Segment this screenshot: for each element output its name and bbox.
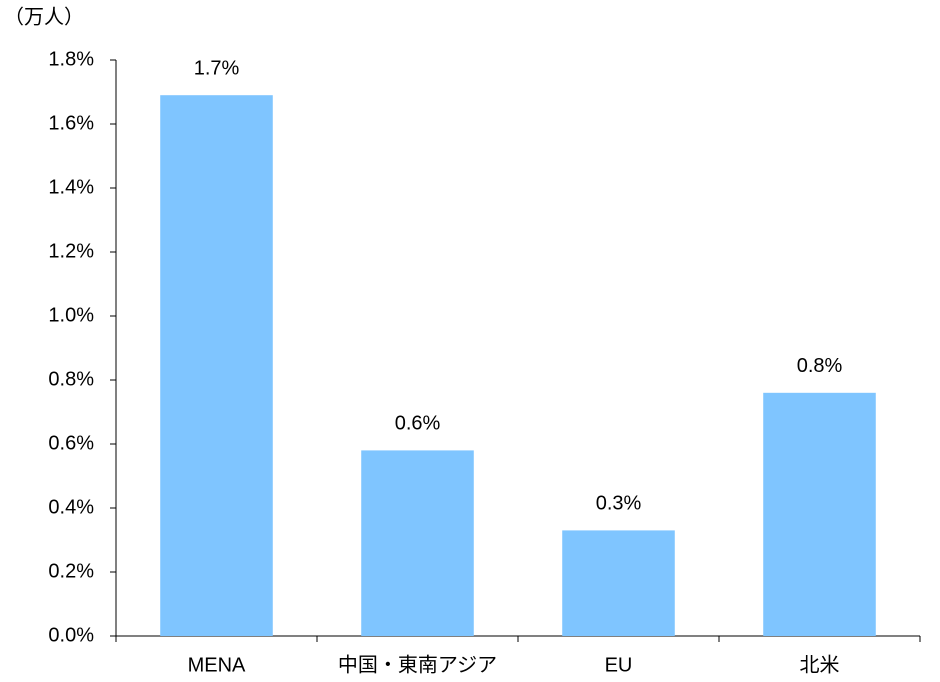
y-tick-label: 1.0% <box>48 304 94 326</box>
x-tick-label: MENA <box>188 654 246 676</box>
y-axis-label: （万人） <box>4 5 84 28</box>
value-label: 0.3% <box>596 493 642 515</box>
bar <box>562 530 675 636</box>
value-label: 0.8% <box>797 355 843 377</box>
bar <box>160 95 273 636</box>
x-tick-label: 北米 <box>800 653 840 676</box>
y-tick-label: 1.2% <box>48 240 94 262</box>
y-tick-label: 0.8% <box>48 368 94 390</box>
y-tick-label: 0.4% <box>48 496 94 518</box>
y-tick-label: 1.8% <box>48 48 94 70</box>
value-label: 0.6% <box>395 413 441 435</box>
bar <box>361 450 474 636</box>
value-label: 1.7% <box>194 57 240 79</box>
x-tick-label: 中国・東南アジア <box>338 653 497 676</box>
y-tick-label: 0.0% <box>48 624 94 646</box>
y-tick-label: 0.6% <box>48 432 94 454</box>
y-tick-label: 1.4% <box>48 176 94 198</box>
y-tick-label: 0.2% <box>48 560 94 582</box>
x-tick-label: EU <box>605 654 633 676</box>
bar <box>763 392 876 636</box>
y-tick-label: 1.6% <box>48 112 94 134</box>
